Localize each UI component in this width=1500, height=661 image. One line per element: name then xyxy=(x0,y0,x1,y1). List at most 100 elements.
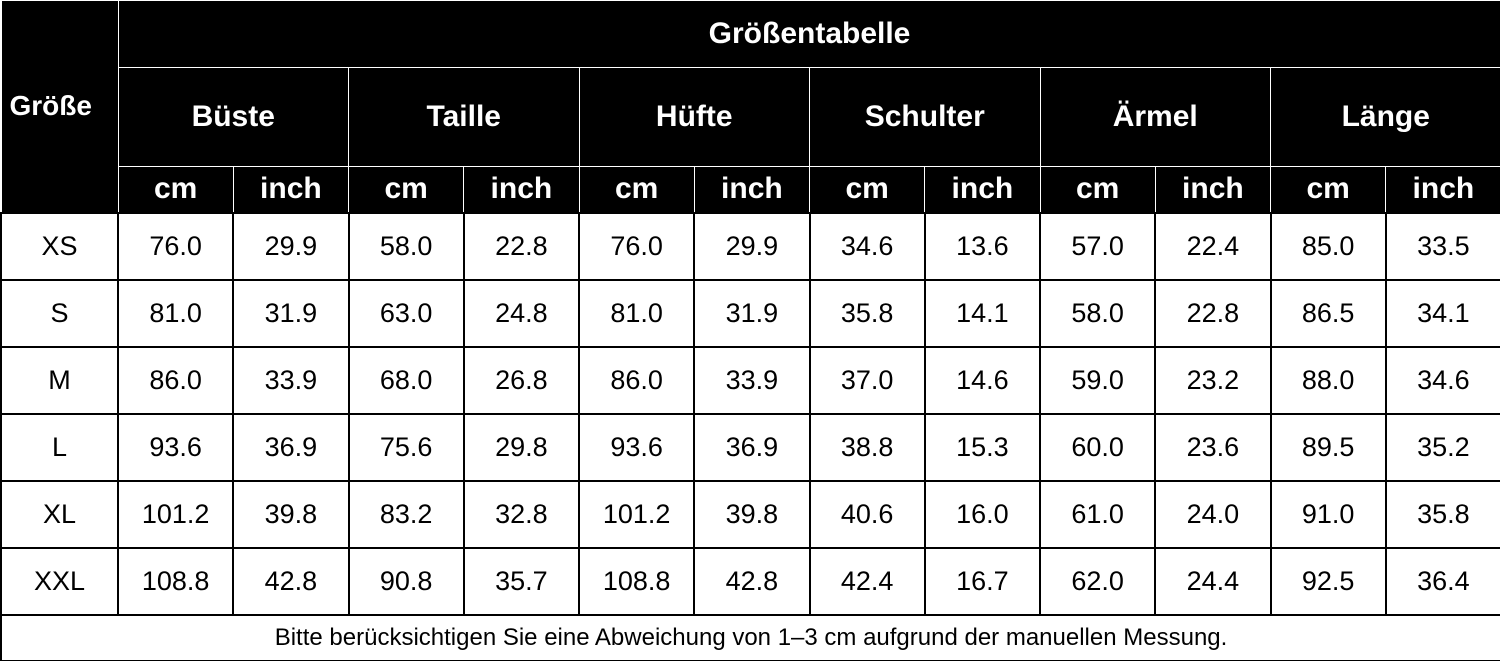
value-cell: 38.8 xyxy=(808,412,926,482)
table-row: Büste Taille Hüfte Schulter Ärmel Länge xyxy=(1,67,1500,167)
value-cell: 61.0 xyxy=(1038,479,1157,549)
value-cell: 32.8 xyxy=(462,479,581,549)
size-cell: S xyxy=(0,278,119,348)
value-cell: 76.0 xyxy=(577,211,696,281)
value-cell: 59.0 xyxy=(1038,345,1157,415)
unit-header: inch xyxy=(1385,166,1500,213)
value-cell: 86.0 xyxy=(577,345,696,415)
value-cell: 75.6 xyxy=(347,412,465,482)
value-cell: 35.8 xyxy=(1384,479,1500,549)
value-cell: 90.8 xyxy=(347,546,465,616)
unit-header: inch xyxy=(463,166,580,213)
value-cell: 24.8 xyxy=(462,278,581,348)
value-cell: 88.0 xyxy=(1269,345,1387,415)
value-cell: 23.6 xyxy=(1154,412,1272,482)
unit-header: cm xyxy=(808,166,926,213)
value-cell: 34.6 xyxy=(1384,345,1500,415)
value-cell: 15.3 xyxy=(923,412,1042,482)
size-cell: XS xyxy=(0,211,119,281)
value-cell: 22.4 xyxy=(1154,211,1272,281)
measurement-header: Schulter xyxy=(809,67,1041,167)
measurement-header: Hüfte xyxy=(578,67,810,167)
value-cell: 58.0 xyxy=(347,211,465,281)
unit-header: cm xyxy=(347,166,465,213)
value-cell: 40.6 xyxy=(808,479,926,549)
table-row: L 93.6 36.9 75.6 29.8 93.6 36.9 38.8 15.3 60.0 23.… xyxy=(0,412,1500,482)
value-cell: 76.0 xyxy=(116,211,235,281)
value-cell: 33.9 xyxy=(232,345,350,415)
value-cell: 101.2 xyxy=(116,479,235,549)
table-row: cm inch cm inch cm inch cm inch cm inch cm inch xyxy=(1,166,1500,213)
table-row: XXL 108.8 42.8 90.8 35.7 108.8 42.8 42.4 16.7 62.… xyxy=(0,546,1500,616)
value-cell: 101.2 xyxy=(577,479,696,549)
value-cell: 81.0 xyxy=(116,278,235,348)
value-cell: 62.0 xyxy=(1038,546,1157,616)
table-row: XL 101.2 39.8 83.2 32.8 101.2 39.8 40.6 16.0 61.0… xyxy=(0,479,1500,549)
unit-header: cm xyxy=(1039,166,1156,213)
unit-header: cm xyxy=(1269,166,1387,213)
value-cell: 36.9 xyxy=(232,412,350,482)
table-row: Bitte berücksichtigen Sie eine Abweichun… xyxy=(0,613,1500,661)
value-cell: 35.2 xyxy=(1384,412,1500,482)
value-cell: 93.6 xyxy=(116,412,235,482)
unit-header: inch xyxy=(1154,166,1272,213)
value-cell: 58.0 xyxy=(1038,278,1157,348)
unit-header: cm xyxy=(578,166,695,213)
value-cell: 57.0 xyxy=(1038,211,1157,281)
measurement-header: Länge xyxy=(1270,67,1500,167)
value-cell: 24.0 xyxy=(1154,479,1272,549)
size-cell: M xyxy=(0,345,119,415)
value-cell: 86.0 xyxy=(116,345,235,415)
value-cell: 91.0 xyxy=(1269,479,1387,549)
measurement-header: Ärmel xyxy=(1039,67,1271,167)
size-header: Größe xyxy=(0,0,119,213)
value-cell: 33.5 xyxy=(1384,211,1500,281)
value-cell: 29.9 xyxy=(232,211,350,281)
value-cell: 16.7 xyxy=(923,546,1042,616)
value-cell: 108.8 xyxy=(577,546,696,616)
measurement-header: Taille xyxy=(348,67,580,167)
value-cell: 23.2 xyxy=(1154,345,1272,415)
table-title: Größentabelle xyxy=(117,0,1500,68)
value-cell: 33.9 xyxy=(693,345,811,415)
value-cell: 26.8 xyxy=(462,345,581,415)
value-cell: 60.0 xyxy=(1038,412,1157,482)
value-cell: 29.9 xyxy=(693,211,811,281)
value-cell: 42.4 xyxy=(808,546,926,616)
unit-header: cm xyxy=(117,166,234,213)
table-row: Größe Größentabelle xyxy=(0,0,1500,213)
value-cell: 22.8 xyxy=(1154,278,1272,348)
value-cell: 34.1 xyxy=(1384,278,1500,348)
value-cell: 31.9 xyxy=(232,278,350,348)
table-row: M 86.0 33.9 68.0 26.8 86.0 33.9 37.0 14.6 59.0 23.… xyxy=(0,345,1500,415)
size-cell: XL xyxy=(0,479,119,549)
value-cell: 16.0 xyxy=(923,479,1042,549)
value-cell: 14.6 xyxy=(923,345,1042,415)
value-cell: 68.0 xyxy=(347,345,465,415)
value-cell: 83.2 xyxy=(347,479,465,549)
value-cell: 14.1 xyxy=(923,278,1042,348)
unit-header: inch xyxy=(232,166,350,213)
value-cell: 42.8 xyxy=(693,546,811,616)
table-row: S 81.0 31.9 63.0 24.8 81.0 31.9 35.8 14.1 58.0 22.… xyxy=(0,278,1500,348)
value-cell: 31.9 xyxy=(693,278,811,348)
size-cell: L xyxy=(0,412,119,482)
size-cell: XXL xyxy=(0,546,119,616)
value-cell: 36.9 xyxy=(693,412,811,482)
unit-header: inch xyxy=(693,166,811,213)
footnote: Bitte berücksichtigen Sie eine Abweichun… xyxy=(0,613,1500,661)
value-cell: 89.5 xyxy=(1269,412,1387,482)
value-cell: 24.4 xyxy=(1154,546,1272,616)
value-cell: 37.0 xyxy=(808,345,926,415)
value-cell: 108.8 xyxy=(116,546,235,616)
value-cell: 34.6 xyxy=(808,211,926,281)
value-cell: 39.8 xyxy=(693,479,811,549)
value-cell: 13.6 xyxy=(923,211,1042,281)
value-cell: 42.8 xyxy=(232,546,350,616)
value-cell: 81.0 xyxy=(577,278,696,348)
value-cell: 93.6 xyxy=(577,412,696,482)
value-cell: 35.8 xyxy=(808,278,926,348)
value-cell: 35.7 xyxy=(462,546,581,616)
